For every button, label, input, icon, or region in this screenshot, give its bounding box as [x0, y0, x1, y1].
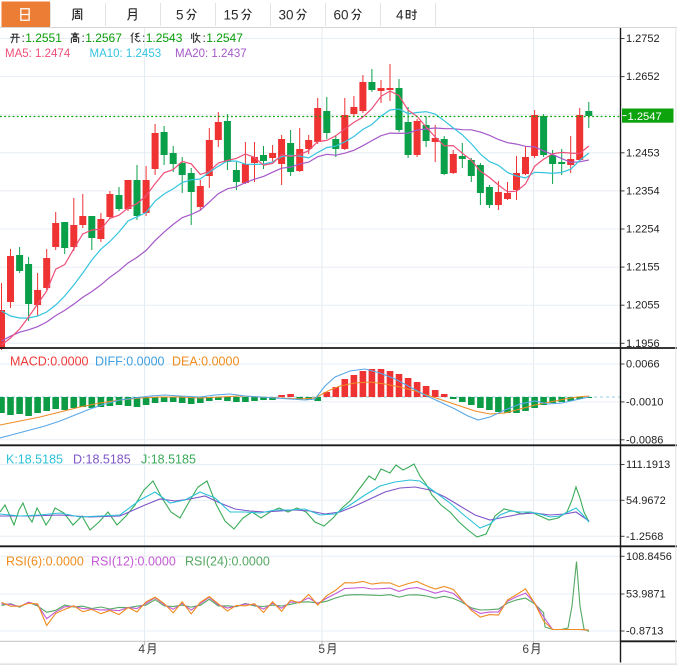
svg-text:1.2155: 1.2155 — [626, 262, 660, 274]
svg-text::: : — [142, 31, 145, 45]
svg-text:15: 15 — [223, 8, 238, 23]
svg-text:MACD:0.0000: MACD:0.0000 — [10, 355, 89, 369]
svg-text:0.0066: 0.0066 — [626, 359, 660, 371]
svg-text:-0.8713: -0.8713 — [626, 626, 663, 638]
svg-text:-0.0086: -0.0086 — [626, 434, 663, 446]
svg-text::: : — [203, 31, 206, 45]
svg-text:K:18.5185: K:18.5185 — [6, 453, 63, 467]
svg-text:1.2543: 1.2543 — [146, 31, 183, 45]
svg-text:53.9871: 53.9871 — [626, 589, 666, 601]
svg-text:-1.2568: -1.2568 — [626, 531, 663, 543]
svg-text:1.2547: 1.2547 — [628, 111, 662, 123]
svg-text:MA5: 1.2474: MA5: 1.2474 — [5, 48, 71, 60]
svg-text:RSI(6):0.0000: RSI(6):0.0000 — [6, 555, 84, 569]
svg-text:4: 4 — [138, 642, 145, 656]
svg-text:1.1956: 1.1956 — [626, 338, 660, 350]
svg-text:1.2453: 1.2453 — [626, 147, 660, 159]
svg-text::: : — [82, 31, 85, 45]
svg-text:MA20: 1.2437: MA20: 1.2437 — [175, 48, 247, 60]
svg-text:4: 4 — [396, 8, 404, 23]
svg-text:1.2055: 1.2055 — [626, 300, 660, 312]
svg-text:DIFF:0.0000: DIFF:0.0000 — [95, 355, 165, 369]
svg-text:MA10: 1.2453: MA10: 1.2453 — [90, 48, 162, 60]
svg-text:1.2254: 1.2254 — [626, 224, 660, 236]
svg-text:DEA:0.0000: DEA:0.0000 — [172, 355, 239, 369]
svg-text:5: 5 — [176, 8, 184, 23]
svg-text:6: 6 — [522, 642, 529, 656]
svg-text:1.2551: 1.2551 — [25, 31, 62, 45]
svg-text:1.2752: 1.2752 — [626, 33, 660, 45]
svg-text:RSI(12):0.0000: RSI(12):0.0000 — [91, 555, 176, 569]
svg-text:1.2547: 1.2547 — [206, 31, 243, 45]
svg-text:1.2354: 1.2354 — [626, 185, 660, 197]
svg-text::: : — [22, 31, 25, 45]
svg-text:1.2567: 1.2567 — [85, 31, 122, 45]
svg-text:1.2652: 1.2652 — [626, 71, 660, 83]
svg-text:60: 60 — [333, 8, 348, 23]
svg-text:111.1913: 111.1913 — [626, 459, 670, 471]
svg-text:30: 30 — [278, 8, 293, 23]
svg-text:54.9672: 54.9672 — [626, 495, 666, 507]
svg-text:D:18.5185: D:18.5185 — [73, 453, 131, 467]
svg-text:RSI(24):0.0000: RSI(24):0.0000 — [185, 555, 270, 569]
svg-text:-0.0010: -0.0010 — [626, 396, 663, 408]
svg-text:5: 5 — [318, 642, 325, 656]
svg-text:J:18.5185: J:18.5185 — [141, 453, 196, 467]
svg-text:108.8456: 108.8456 — [626, 551, 672, 563]
